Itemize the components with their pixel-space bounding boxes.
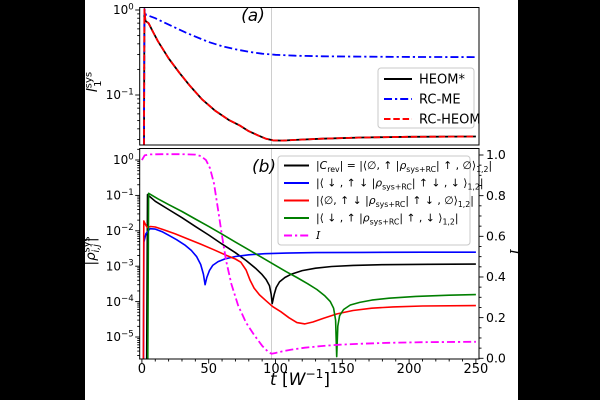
panel-a-letter: (a)	[241, 6, 265, 26]
legend-b-entry-label: I	[315, 229, 321, 242]
right-ytick-label: 0.8	[486, 188, 506, 203]
xlabel: t [W−1]	[270, 367, 330, 390]
panel-a-ytick-label: 100	[113, 2, 134, 17]
panel-a-series	[143, 7, 476, 145]
right-ytick-label: 0.0	[486, 351, 506, 366]
legend-b: |Crev| = |⟨∅, ↑ |ρsys+RC| ↑ , ∅⟩1,2| |⟨ ↓…	[277, 155, 492, 246]
right-ytick-label: 0.2	[486, 310, 506, 325]
legend-a-entry-label: RC-HEOM	[419, 112, 481, 127]
right-ylabel: I	[506, 248, 522, 255]
panel-b-ylabel: |ρsysi,j|	[82, 237, 102, 266]
panel-a-ylabel: lsys1	[83, 72, 104, 92]
legend-b-frame	[277, 155, 471, 246]
series-line-b-0	[145, 193, 476, 359]
panel-b-ytick-label: 100	[113, 152, 134, 167]
xtick-label: 100	[263, 362, 288, 377]
legend-a: HEOM* RC-ME RC-HEOM	[377, 67, 481, 129]
right-ytick-label: 0.6	[486, 229, 506, 244]
ticks	[135, 9, 484, 364]
legend-a-entry-label: HEOM*	[419, 72, 465, 87]
panel-a-ytick-label: 10−1	[106, 87, 134, 102]
legend-b-entry-label: |⟨∅, ↑ ↓ |ρsys+RC| ↑ ↓ , ∅⟩1,2|	[316, 194, 474, 209]
series-line-b-1	[142, 227, 476, 359]
xtick-label: 200	[397, 362, 422, 377]
xtick-label: 250	[463, 362, 488, 377]
xtick-label: 0	[138, 362, 146, 377]
series-line-a-1	[143, 7, 476, 145]
panel-b-ytick-label: 10−2	[106, 223, 134, 238]
legend-a-entry-label: RC-ME	[419, 92, 461, 107]
legend-b-entry-label: |⟨ ↓ , ↑ |ρsys+RC| ↑ , ↓ ⟩1,2|	[316, 212, 459, 227]
series-line-b-3	[147, 192, 476, 359]
legend-a-frame	[377, 67, 475, 129]
series-line-a-2	[143, 8, 476, 145]
panel-b-ytick-label: 10−4	[106, 294, 134, 309]
right-ytick-label: 0.4	[486, 269, 506, 284]
xtick-label: 50	[200, 362, 217, 377]
panel-b-letter: (b)	[252, 157, 276, 177]
panel-b-ytick-label: 10−5	[106, 329, 134, 344]
panel-b-spines	[139, 148, 480, 360]
panel-b-series	[141, 153, 476, 359]
panel-b-ytick-label: 10−3	[106, 259, 134, 274]
right-ytick-label: 1.0	[486, 147, 506, 162]
legend-b-entry-label: |⟨ ↓ , ↑ ↓ |ρsys+RC| ↑ ↓ , ↓ ⟩1,2|	[316, 177, 483, 192]
panel-a-spines	[139, 7, 480, 146]
panel-b-ytick-label: 10−1	[106, 188, 134, 203]
series-line-b-4	[141, 153, 476, 355]
xtick-label: 150	[330, 362, 355, 377]
legend-b-entry-label: |Crev| = |⟨∅, ↑ |ρsys+RC| ↑ , ∅⟩1,2|	[316, 159, 492, 174]
